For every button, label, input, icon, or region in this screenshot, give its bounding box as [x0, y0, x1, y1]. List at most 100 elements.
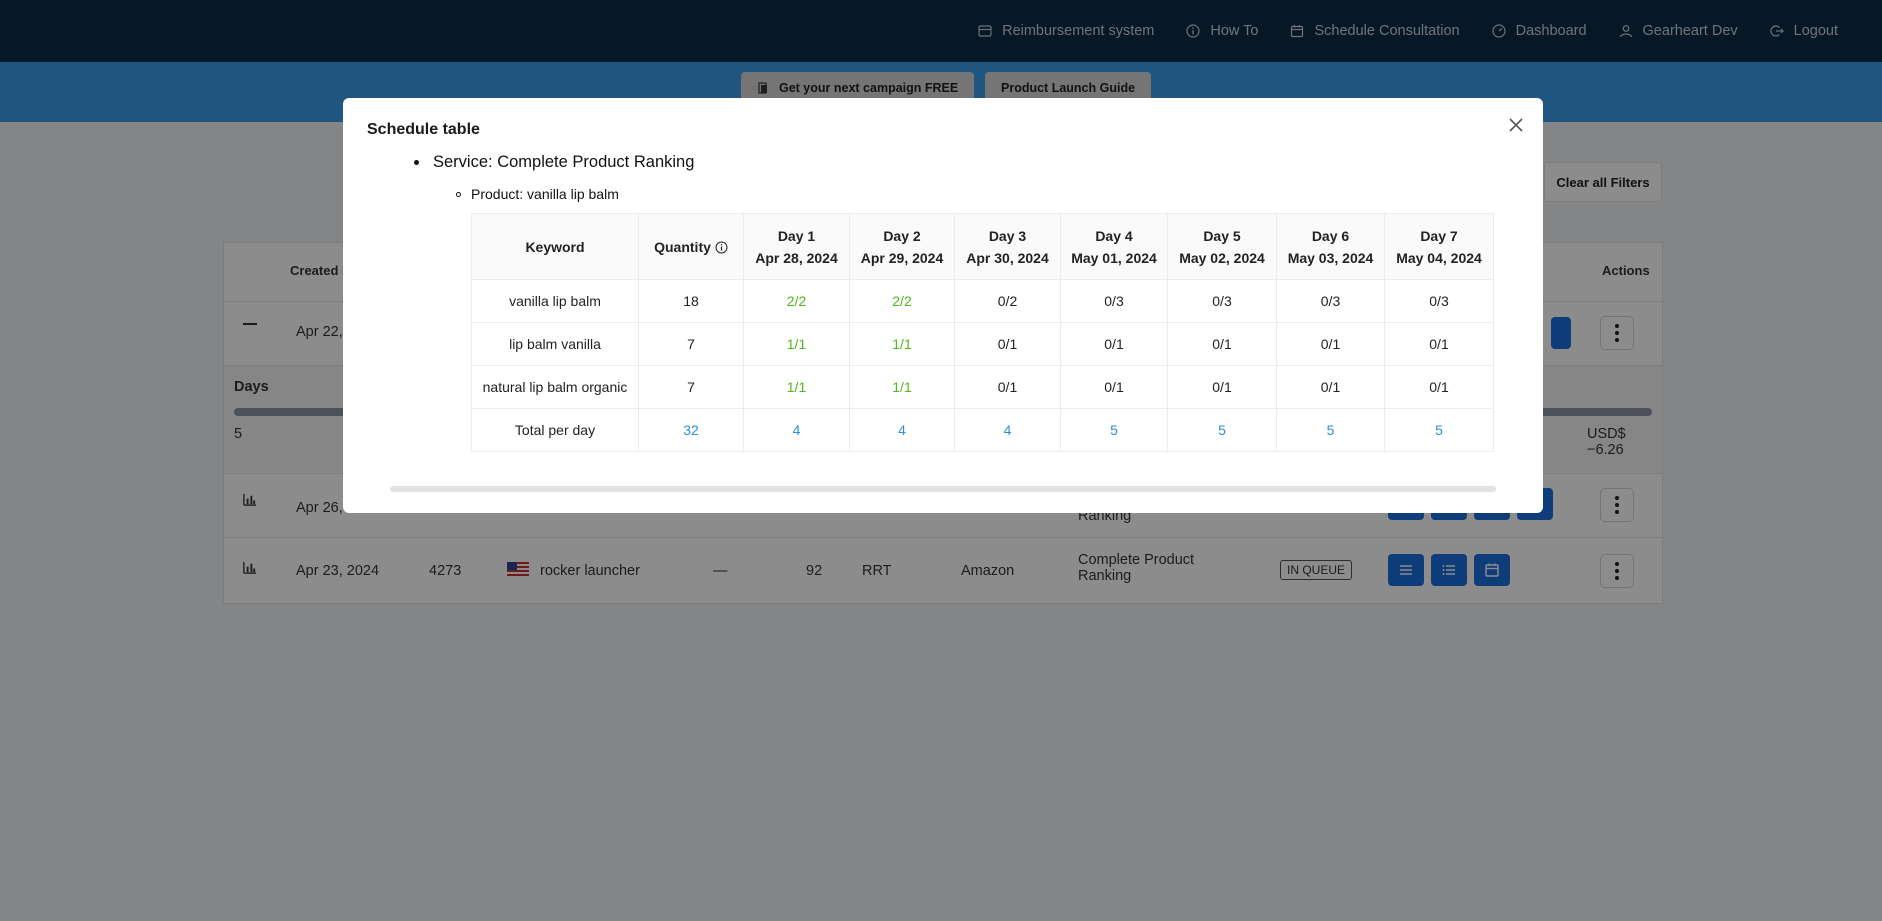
days-value: 5 [234, 426, 243, 442]
info-circle-icon[interactable] [715, 241, 728, 254]
nav-reimbursement[interactable]: Reimbursement system [978, 23, 1154, 39]
day-header: Day 4 May 01, 2024 [1060, 213, 1168, 280]
day-label: Day 1 [777, 227, 816, 244]
total-label: Total per day [471, 408, 639, 452]
keyword-header: Keyword [471, 213, 639, 280]
quantity-cell: 18 [638, 279, 744, 323]
nav-how-to-label: How To [1210, 23, 1259, 39]
row-product: rocker launcher [540, 563, 640, 579]
day-cell: 0/1 [1276, 322, 1385, 366]
service-label: Service: [433, 153, 493, 171]
nav-user[interactable]: Gearheart Dev [1619, 23, 1738, 39]
nav-dashboard-label: Dashboard [1515, 23, 1587, 39]
row-id: 4273 [429, 563, 462, 579]
modal-title: Schedule table [367, 121, 480, 138]
day-label: Day 5 [1203, 227, 1241, 244]
day-header: Day 2 Apr 29, 2024 [849, 213, 955, 280]
free-campaign-label: Get your next campaign FREE [779, 81, 959, 95]
day-cell: 0/3 [1060, 279, 1168, 323]
list-button[interactable] [1388, 554, 1424, 586]
day-cell: 1/1 [743, 322, 850, 366]
kebab-menu-icon[interactable] [1600, 316, 1634, 350]
nav-logout[interactable]: Logout [1770, 23, 1838, 39]
day-cell: 2/2 [849, 279, 955, 323]
day-header: Day 7 May 04, 2024 [1384, 213, 1494, 280]
nav-user-label: Gearheart Dev [1642, 23, 1738, 39]
schedule-table: Keyword Quantity Day 1 Apr 28, 2024 Day 2… [471, 213, 1494, 452]
day-date: May 02, 2024 [1179, 249, 1265, 266]
day-cell: 0/1 [1384, 322, 1494, 366]
document-icon [757, 82, 769, 94]
chart-icon[interactable] [242, 560, 257, 579]
status-badge: IN QUEUE [1280, 560, 1353, 580]
service-value: Complete Product Ranking [497, 153, 695, 171]
product-value: vanilla lip balm [527, 186, 619, 202]
quantity-cell: 7 [638, 365, 744, 409]
days-title: Days [234, 379, 269, 395]
kebab-menu-icon[interactable] [1600, 554, 1634, 588]
day-cell: 0/1 [954, 365, 1061, 409]
row-code: RRT [862, 563, 892, 579]
total-day-cell: 5 [1060, 408, 1168, 452]
total-day-cell: 5 [1276, 408, 1385, 452]
nav-dashboard[interactable]: Dashboard [1491, 23, 1587, 39]
day-header: Day 1 Apr 28, 2024 [743, 213, 850, 280]
row-date: Apr 26, [296, 500, 343, 516]
total-day-cell: 5 [1167, 408, 1277, 452]
table-row: Apr 23, 2024 4273 rocker launcher — 92 R… [224, 537, 1662, 603]
day-date: Apr 30, 2024 [966, 249, 1049, 266]
calendar-button[interactable] [1474, 554, 1510, 586]
table-row: vanilla lip balm 18 2/2 2/2 0/2 0/3 0/3 … [471, 279, 1494, 323]
calendar-icon [1290, 24, 1304, 38]
total-day-cell: 4 [954, 408, 1061, 452]
info-circle-icon [1186, 24, 1200, 38]
day-cell: 1/1 [849, 322, 955, 366]
created-date-header: Created D [290, 263, 352, 278]
total-quantity: 32 [638, 408, 744, 452]
day-label: Day 2 [883, 227, 921, 244]
logout-icon [1770, 24, 1784, 38]
day-date: Apr 29, 2024 [860, 249, 944, 266]
total-day-cell: 5 [1384, 408, 1494, 452]
keyword-cell: vanilla lip balm [471, 279, 639, 323]
day-date: May 04, 2024 [1396, 249, 1482, 266]
row-date: Apr 23, 2024 [296, 563, 380, 579]
kebab-menu-icon[interactable] [1600, 488, 1634, 522]
day-cell: 0/3 [1167, 279, 1277, 323]
day-cell: 0/1 [1167, 322, 1277, 366]
day-cell: 1/1 [743, 365, 850, 409]
day-label: Day 7 [1420, 227, 1458, 244]
bullet-list-button[interactable] [1431, 554, 1467, 586]
menu-icon [1400, 565, 1412, 575]
day-header: Day 3 Apr 30, 2024 [954, 213, 1061, 280]
table-row: lip balm vanilla 7 1/1 1/1 0/1 0/1 0/1 0… [471, 322, 1494, 366]
total-row: Total per day 32 4 4 4 5 5 5 5 [471, 408, 1494, 452]
bullet [414, 160, 419, 165]
us-flag-icon [507, 562, 529, 580]
day-cell: 0/1 [1060, 322, 1168, 366]
day-header: Day 6 May 03, 2024 [1276, 213, 1385, 280]
service-line: Service: Complete Product Ranking [414, 153, 694, 172]
collapse-icon[interactable] [242, 316, 258, 336]
nav-schedule-consultation[interactable]: Schedule Consultation [1290, 23, 1460, 39]
nav-logout-label: Logout [1793, 23, 1838, 39]
row-date: Apr 22, [296, 324, 343, 340]
schedule-header-row: Keyword Quantity Day 1 Apr 28, 2024 Day 2… [471, 213, 1494, 280]
day-label: Day 3 [988, 227, 1027, 244]
nav-how-to[interactable]: How To [1186, 23, 1258, 39]
day-cell: 0/1 [954, 322, 1061, 366]
bullet [456, 191, 461, 197]
clear-filters-button[interactable]: Clear all Filters [1544, 162, 1662, 202]
actions-header: Actions [1602, 263, 1650, 278]
day-cell: 0/1 [1167, 365, 1277, 409]
action-button[interactable] [1551, 317, 1571, 349]
day-cell: 0/1 [1276, 365, 1385, 409]
calendar-icon [1485, 563, 1499, 577]
quantity-header: Quantity [638, 213, 744, 280]
product-launch-guide-label: Product Launch Guide [1001, 81, 1136, 95]
nav-reimbursement-label: Reimbursement system [1002, 23, 1155, 39]
top-nav: Reimbursement system How To Schedule Con… [0, 0, 1882, 62]
chart-icon[interactable] [242, 492, 257, 511]
horizontal-scrollbar[interactable] [390, 486, 1496, 492]
close-icon[interactable] [1507, 116, 1525, 134]
